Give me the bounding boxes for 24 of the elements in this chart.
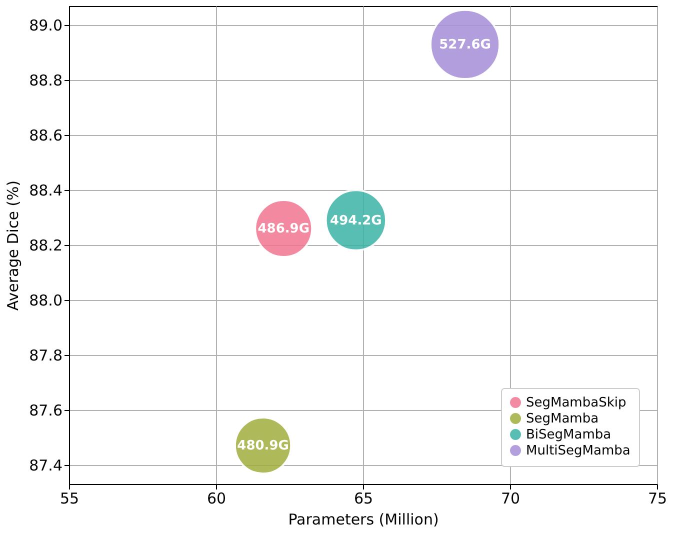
legend-label: MultiSegMamba <box>526 444 630 458</box>
x-axis-title: Parameters (Million) <box>288 510 439 528</box>
annotation: 527.6G <box>439 37 491 52</box>
annotation: 480.9G <box>237 438 289 454</box>
x-tick-label: 70 <box>500 490 520 508</box>
y-tick-label: 87.8 <box>29 346 62 364</box>
annotation: 494.2G <box>330 213 382 228</box>
x-tick-label: 65 <box>354 490 374 508</box>
y-tick-label: 88.4 <box>29 182 62 200</box>
y-axis-title: Average Dice (%) <box>4 180 22 311</box>
y-tick-label: 87.4 <box>29 456 62 474</box>
legend-label: SegMambaSkip <box>526 396 626 410</box>
x-tick-label: 60 <box>206 490 226 508</box>
annotation: 486.9G <box>258 222 310 237</box>
y-tick-label: 88.2 <box>29 236 62 254</box>
x-tick-label: 55 <box>60 490 80 508</box>
legend-label: BiSegMamba <box>526 428 612 442</box>
y-tick-label: 88.8 <box>29 72 62 90</box>
y-tick-label: 87.6 <box>29 401 62 420</box>
legend-label: SegMamba <box>526 412 599 426</box>
y-tick-label: 89.0 <box>29 16 62 35</box>
x-tick-label: 75 <box>648 490 668 508</box>
y-tick-label: 88.6 <box>29 126 62 145</box>
y-tick-label: 88.0 <box>29 291 62 310</box>
